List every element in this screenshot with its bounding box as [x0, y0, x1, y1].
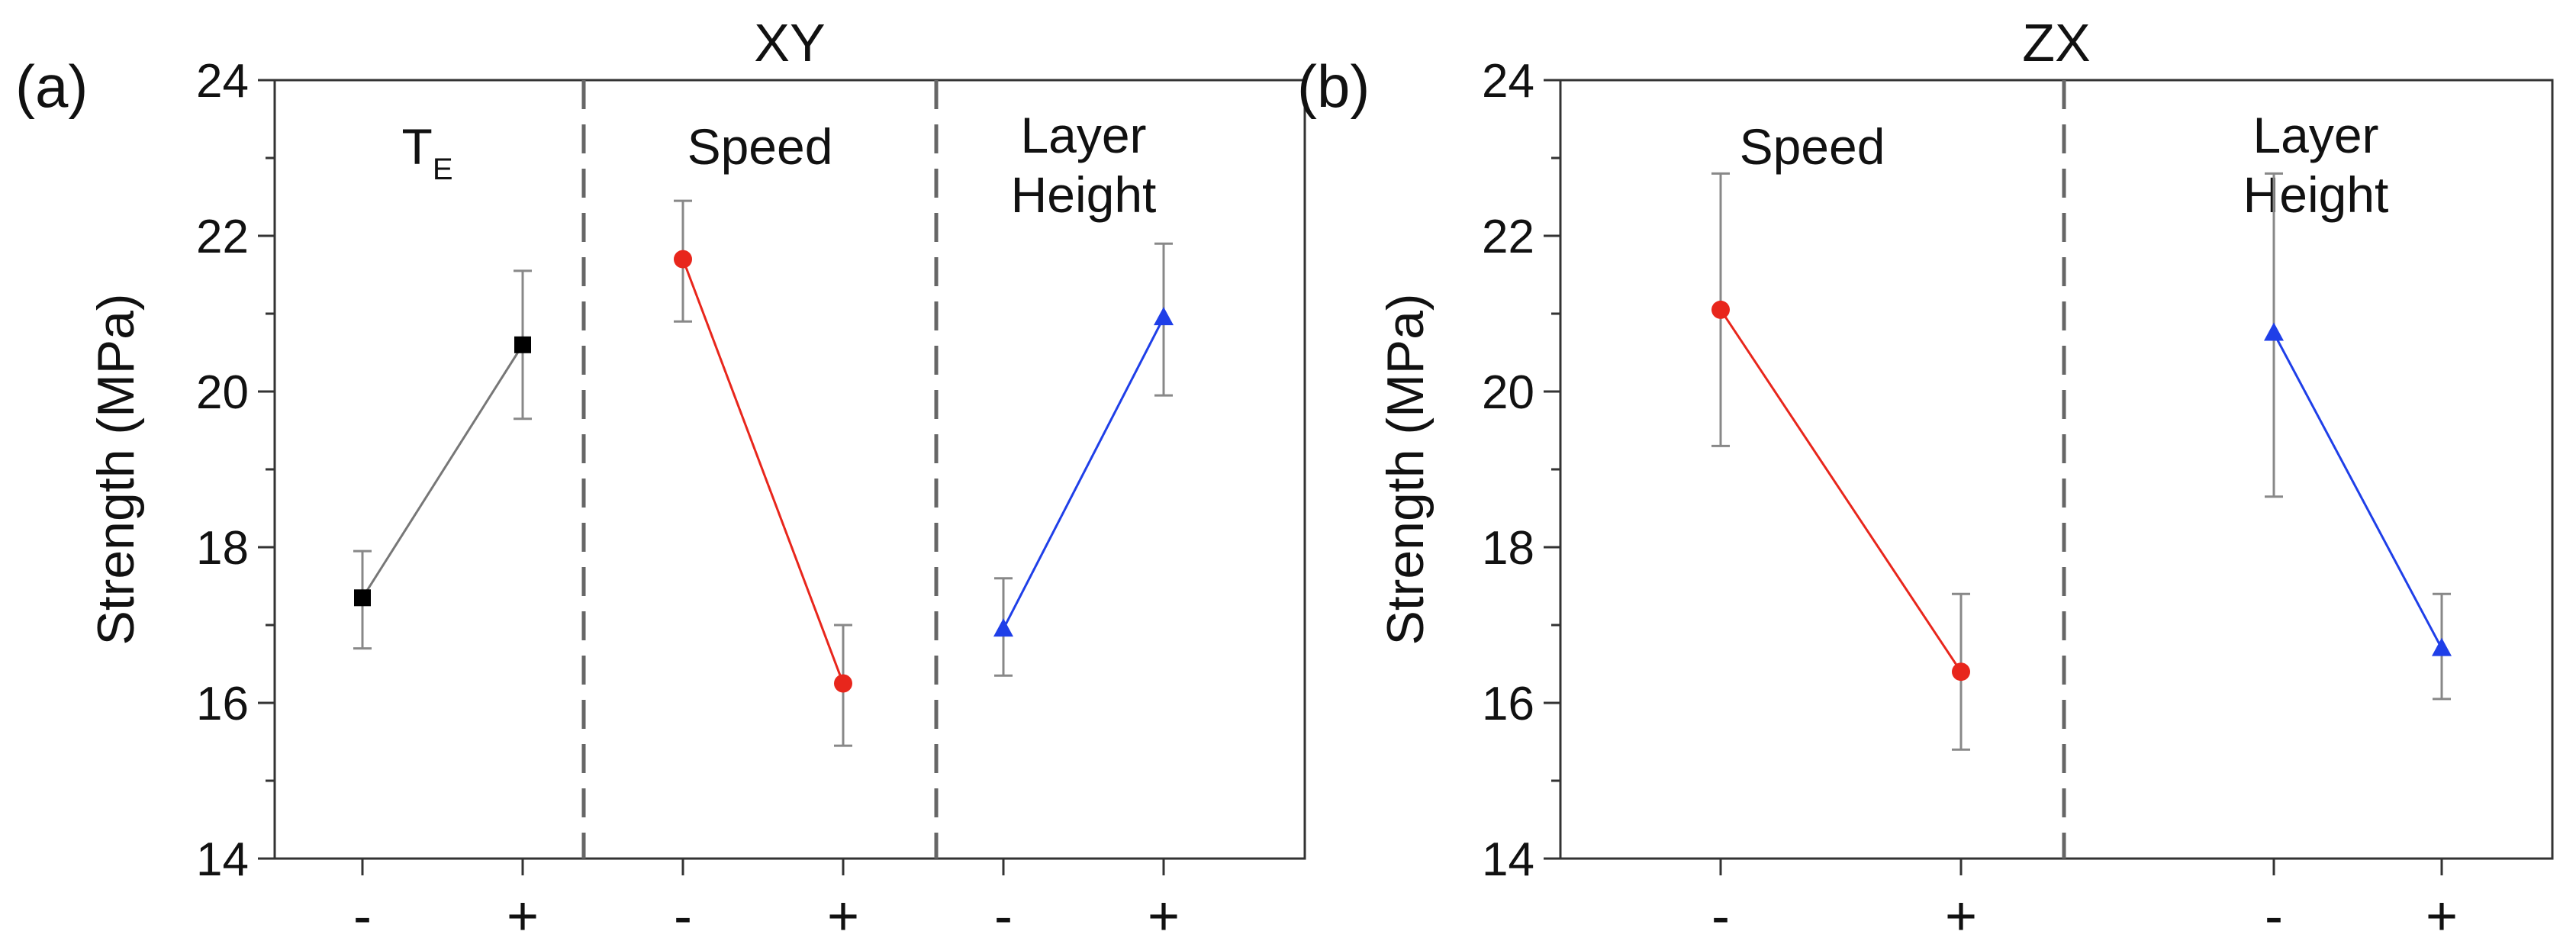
y-tick-label: 24	[1482, 55, 1534, 108]
group-label: Speed	[1740, 118, 1885, 175]
data-point-circle	[1952, 662, 1970, 682]
x-tick-label: +	[507, 886, 539, 941]
series-line	[681, 259, 845, 685]
x-tick-label: -	[674, 886, 692, 941]
y-axis-label: Strength (MPa)	[87, 293, 145, 645]
series-line	[1719, 309, 1963, 673]
group-label-line: Height	[1011, 166, 1157, 223]
panel-label: (b)	[1297, 53, 1370, 120]
x-tick-label: -	[1711, 886, 1730, 941]
group-label: Layer Height	[2243, 107, 2389, 223]
chart-panel-b: (b) ZX Strength (MPa) 14 16 18 20 22 24 Speed - + La…	[1297, 13, 2554, 941]
series-line	[2272, 332, 2443, 649]
group-label-line: Layer	[2252, 107, 2378, 163]
y-tick-label: 14	[1482, 833, 1534, 886]
data-point-triangle	[2264, 322, 2284, 341]
data-point-triangle	[2432, 637, 2452, 656]
y-tick-label: 16	[196, 678, 249, 730]
data-point-triangle	[1154, 307, 1174, 326]
plot-frame	[1559, 79, 2554, 860]
x-tick-label: -	[994, 886, 1013, 941]
data-point-circle	[674, 250, 692, 269]
series-line	[1002, 317, 1165, 630]
data-point-square	[514, 336, 531, 353]
x-tick-label: -	[2265, 886, 2283, 941]
data-point-circle	[834, 674, 852, 693]
group-label: Speed	[687, 118, 833, 175]
y-tick-label: 16	[1482, 678, 1534, 730]
y-tick-label: 20	[196, 366, 249, 419]
group-label-main: T	[401, 118, 432, 175]
y-axis-label: Strength (MPa)	[1377, 293, 1435, 645]
group-label-line: Layer	[1020, 107, 1146, 163]
panel-label: (a)	[15, 53, 88, 120]
group-label: Layer Height	[1011, 107, 1157, 223]
x-tick-label: +	[2426, 886, 2458, 941]
chart-title: XY	[754, 13, 825, 73]
x-tick-label: +	[1148, 886, 1180, 941]
y-tick-label: 22	[1482, 211, 1534, 263]
y-tick-label: 24	[196, 55, 249, 108]
x-tick-label: +	[1945, 886, 1977, 941]
y-tick-label: 22	[196, 211, 249, 263]
y-tick-label: 18	[196, 522, 249, 575]
chart-panel-a: (a) XY Strength (MPa) 14 16 18 20 22 24 TE - + Speed…	[15, 13, 1306, 941]
x-tick-label: +	[827, 886, 859, 941]
x-tick-label: -	[353, 886, 372, 941]
series-line	[361, 343, 524, 599]
y-tick-label: 20	[1482, 366, 1534, 419]
group-label: TE	[401, 118, 452, 186]
data-point-triangle	[993, 618, 1013, 637]
group-label-subscript: E	[433, 153, 453, 186]
chart-title: ZX	[2022, 13, 2090, 73]
data-point-square	[354, 589, 371, 607]
y-tick-label: 18	[1482, 522, 1534, 575]
data-point-circle	[1711, 300, 1730, 319]
y-tick-label: 14	[196, 833, 249, 886]
group-label-line: Height	[2243, 166, 2389, 223]
